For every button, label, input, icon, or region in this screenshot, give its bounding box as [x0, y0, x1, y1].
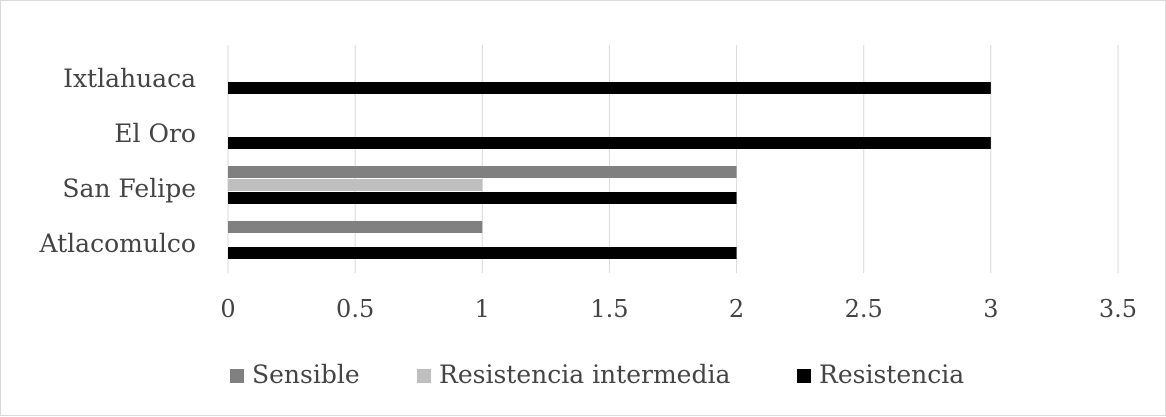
legend-swatch: [417, 369, 431, 383]
x-tick-label: 3.5: [1099, 295, 1137, 323]
category-axis-labels: Atlacomulco San Felipe El Oro Ixtlahuaca: [39, 64, 197, 258]
bar-resistencia-intermedia: [228, 179, 483, 191]
bar-sensible: [228, 166, 737, 178]
bar-resistencia: [228, 82, 991, 94]
legend-label: Resistencia: [819, 360, 964, 389]
category-label: El Oro: [114, 119, 196, 148]
x-tick-label: 2.5: [845, 295, 883, 323]
x-tick-label: 0.5: [336, 295, 374, 323]
bar-sensible: [228, 221, 483, 233]
bar-resistencia: [228, 192, 737, 204]
bar-resistencia: [228, 137, 991, 149]
bars: [228, 82, 991, 259]
legend-label: Sensible: [252, 360, 360, 389]
legend: Sensible Resistencia intermedia Resistenci…: [230, 360, 964, 389]
x-tick-label: 1: [475, 295, 490, 323]
category-label: San Felipe: [62, 174, 196, 203]
value-axis-tick-labels: 0 0.5 1 1.5 2 2.5 3 3.5: [220, 295, 1137, 323]
x-tick-label: 0: [220, 295, 235, 323]
x-tick-label: 2: [729, 295, 744, 323]
category-label: Ixtlahuaca: [63, 64, 196, 93]
legend-swatch: [797, 369, 811, 383]
x-tick-label: 1.5: [590, 295, 628, 323]
gridlines: [227, 45, 1119, 273]
category-label: Atlacomulco: [39, 229, 196, 258]
x-tick-label: 3: [983, 295, 998, 323]
bar-resistencia: [228, 247, 737, 259]
legend-label: Resistencia intermedia: [439, 360, 730, 389]
legend-swatch: [230, 369, 244, 383]
